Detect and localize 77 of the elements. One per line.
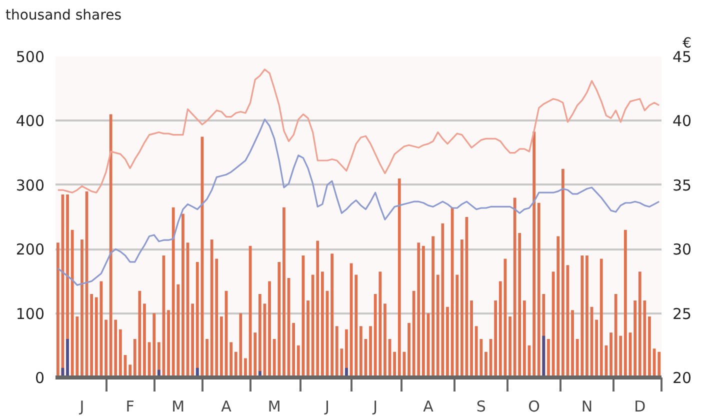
x-tick-label: J — [372, 398, 378, 416]
y2-tick-label: 25 — [672, 304, 692, 323]
bar — [369, 326, 372, 378]
bar — [56, 242, 60, 378]
bar — [330, 254, 334, 378]
y2-tick-label: 35 — [672, 176, 692, 194]
bar — [254, 332, 257, 378]
bar — [556, 236, 560, 378]
bar — [292, 322, 296, 378]
x-tick-label: S — [476, 398, 486, 416]
bar — [359, 326, 362, 378]
bar — [282, 207, 286, 378]
bar — [494, 300, 498, 378]
bar — [206, 338, 208, 378]
bar — [354, 274, 358, 378]
bar — [624, 230, 627, 378]
bar — [432, 236, 434, 378]
bar — [561, 168, 564, 378]
bar — [384, 304, 386, 378]
y2-tick-label: 30 — [672, 240, 692, 259]
x-tick-label: F — [126, 398, 134, 416]
bar — [104, 320, 108, 378]
bar — [542, 336, 546, 378]
bar — [320, 272, 324, 378]
y2-tick-label: 20 — [672, 369, 692, 387]
x-tick-label: A — [221, 398, 232, 416]
y-tick-label: 100 — [16, 304, 45, 323]
line-series — [57, 68, 660, 194]
bar — [306, 300, 310, 378]
y-tick-label: 300 — [16, 176, 45, 194]
bar — [152, 313, 156, 378]
bar — [648, 316, 651, 378]
bar — [268, 281, 271, 378]
bar — [408, 322, 410, 378]
x-tick-label: D — [634, 398, 646, 416]
x-tick-label: O — [528, 398, 540, 416]
bar — [182, 214, 184, 378]
bar — [118, 329, 122, 378]
x-tick-label: M — [268, 398, 281, 416]
bar — [460, 239, 464, 378]
bar — [522, 300, 526, 378]
bar — [143, 304, 146, 378]
x-tick-label: M — [172, 398, 185, 416]
bar — [634, 300, 636, 378]
bar — [167, 310, 170, 378]
bar — [422, 246, 425, 378]
bar — [446, 306, 449, 378]
bar — [610, 332, 612, 378]
bar — [595, 320, 598, 378]
y-tick-label: 200 — [16, 240, 45, 259]
x-tick-label: J — [78, 398, 84, 416]
x-tick-label: A — [423, 398, 434, 416]
x-tick-label: J — [324, 398, 330, 416]
y-axis-title: thousand shares — [6, 8, 122, 24]
bar — [80, 239, 84, 378]
y-tick-label: 400 — [16, 112, 45, 130]
bar — [547, 338, 550, 378]
bar — [470, 300, 473, 378]
bar — [66, 338, 69, 378]
bar — [90, 294, 94, 378]
y-tick-label: 500 — [16, 48, 45, 66]
bar — [532, 132, 536, 378]
y2-tick-label: 40 — [672, 112, 692, 130]
bar — [230, 342, 232, 378]
bar — [571, 310, 574, 378]
y-tick-label: 0 — [34, 369, 45, 387]
x-tick-label: N — [581, 398, 593, 416]
bar — [191, 304, 194, 378]
line-series — [57, 118, 660, 286]
bar — [586, 256, 588, 378]
bar — [244, 358, 247, 378]
bar — [220, 316, 223, 378]
bar — [484, 352, 488, 378]
bar — [393, 352, 396, 378]
bar — [508, 316, 512, 378]
bar — [456, 274, 459, 378]
bar — [658, 352, 661, 378]
